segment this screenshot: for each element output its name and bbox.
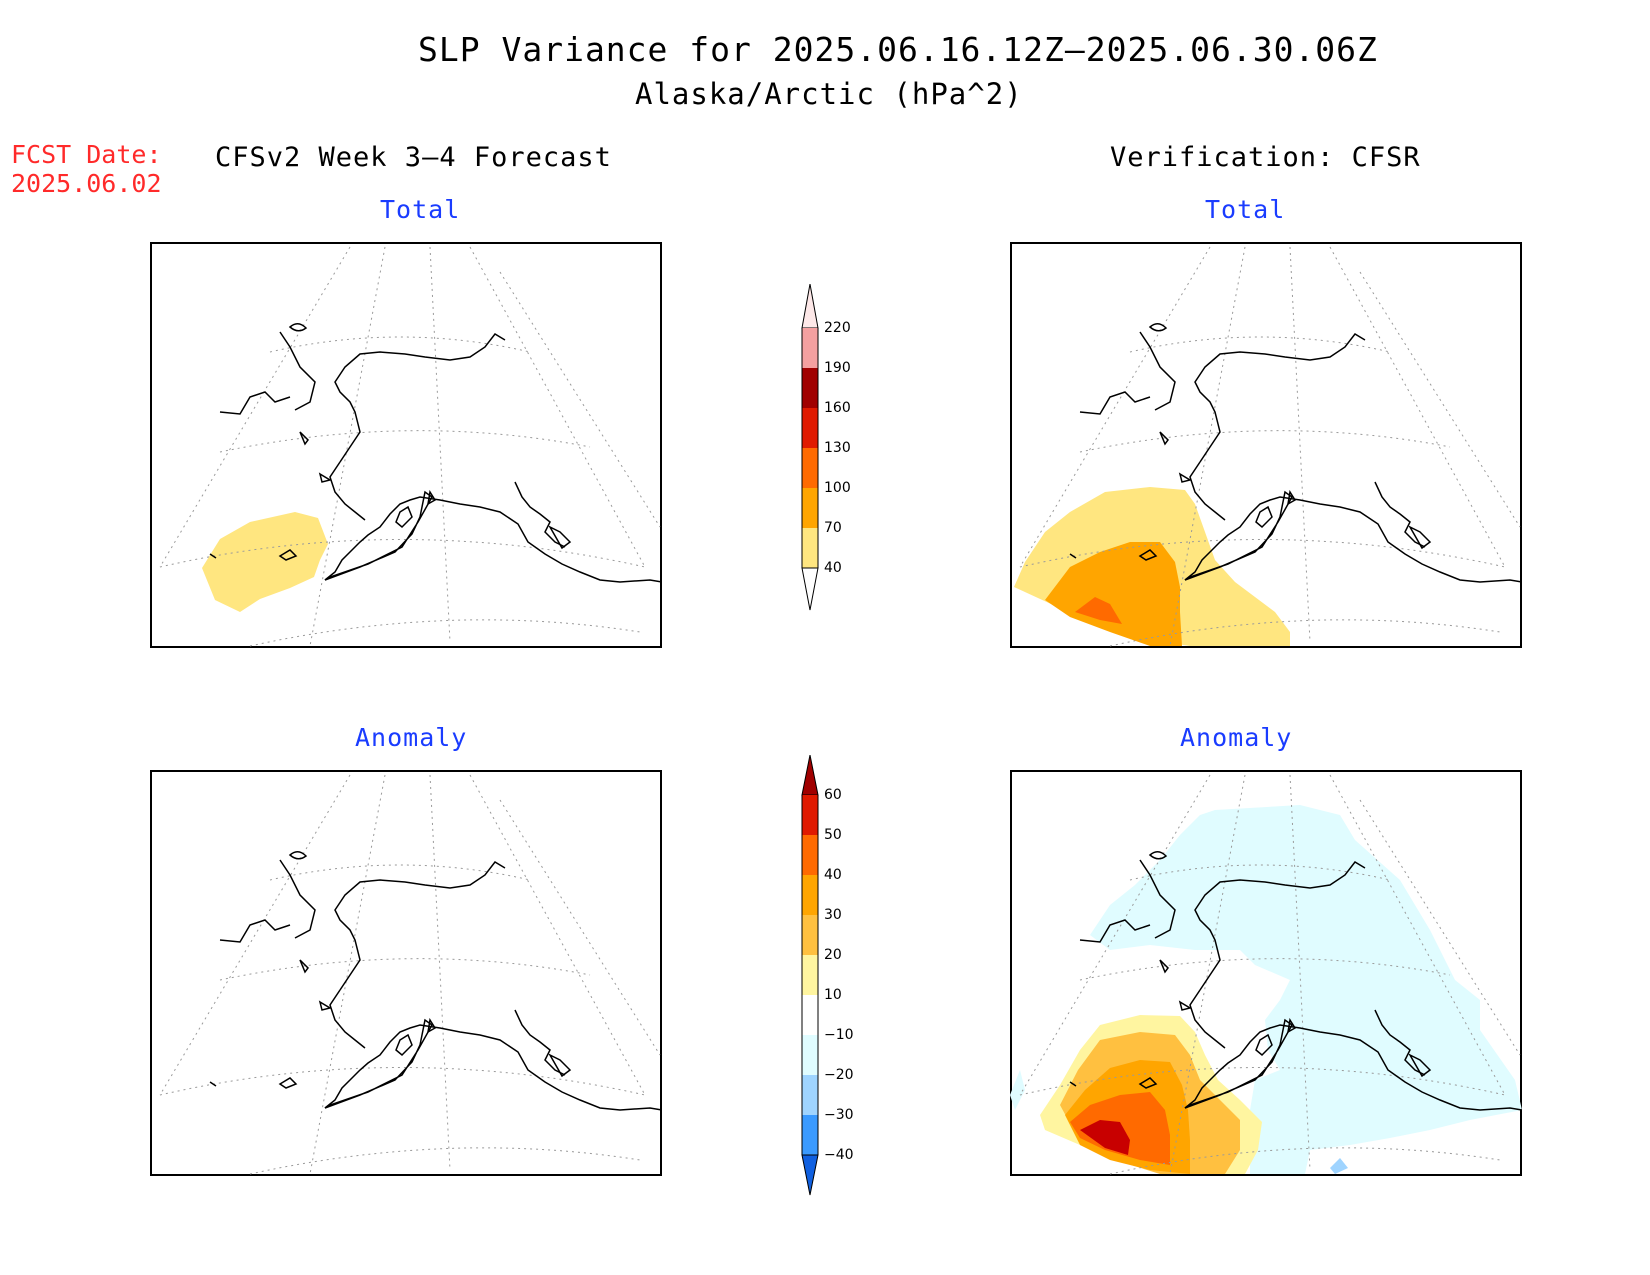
colorbar-anomaly-bottom-triangle [801,1154,819,1196]
colorbar-anomaly-label: 10 [824,987,842,1003]
colorbar-total-top-triangle [801,284,819,329]
page-subtitle: Alaska/Arctic (hPa^2) [635,77,1023,111]
colorbar-anomaly-label: −10 [824,1027,854,1043]
map-forecast-anomaly [150,770,662,1176]
colorbar-total-label: 100 [824,480,851,496]
colorbar-total-swatch [802,368,818,408]
colorbar-anomaly-swatch [802,955,818,995]
colorbar-anomaly-swatch [802,1035,818,1075]
panel-label-forecast-anomaly: Anomaly [355,723,468,752]
colorbar-anomaly-label: −30 [824,1107,854,1123]
colorbar-total-label: 40 [824,560,842,576]
colorbar-total: 220 190 160 130 100 70 40 [800,284,880,614]
colorbar-anomaly-swatch [802,795,818,835]
colorbar-anomaly-label: 60 [824,787,842,803]
panel-label-forecast-total: Total [380,195,461,224]
page-title: SLP Variance for 2025.06.16.12Z–2025.06.… [418,30,1378,69]
colorbar-anomaly-swatch [802,915,818,955]
colorbar-total-label: 130 [824,440,851,456]
panel-label-verification-anomaly: Anomaly [1180,723,1293,752]
colorbar-anomaly-swatch [802,1115,818,1155]
colorbar-anomaly-label: −40 [824,1147,854,1163]
map-forecast-total [150,242,662,648]
colorbar-anomaly-swatches [801,755,819,1196]
colorbar-total-swatch [802,488,818,528]
colorbar-anomaly-top-triangle [801,755,819,796]
colorbar-total-swatches [801,284,819,611]
colorbar-total-label: 190 [824,360,851,376]
map-verification-total [1010,242,1522,648]
fcst-date-value: 2025.06.02 [11,169,162,198]
panel-label-verification-total: Total [1205,195,1286,224]
colorbar-anomaly-swatch [802,1075,818,1115]
map-verification-anomaly [1010,770,1522,1176]
colorbar-total-label: 160 [824,400,851,416]
colorbar-anomaly-label: 20 [824,947,842,963]
column-title-forecast: CFSv2 Week 3–4 Forecast [215,142,612,173]
fcst-date-label: FCST Date: [11,140,162,169]
colorbar-anomaly-swatch [802,995,818,1035]
colorbar-total-swatch [802,528,818,568]
colorbar-total-label: 220 [824,320,851,336]
colorbar-anomaly-label: 40 [824,867,842,883]
colorbar-total-swatch [802,448,818,488]
colorbar-anomaly-swatch [802,835,818,875]
colorbar-total-swatch [802,328,818,368]
colorbar-total-bottom-triangle [801,567,819,611]
colorbar-total-label: 70 [824,520,842,536]
colorbar-anomaly: 60 50 40 30 20 10 −10 −20 −30 −40 [800,755,880,1205]
colorbar-anomaly-swatch [802,875,818,915]
column-title-verification: Verification: CFSR [1110,142,1421,173]
colorbar-anomaly-label: 50 [824,827,842,843]
colorbar-anomaly-label: 30 [824,907,842,923]
colorbar-total-swatch [802,408,818,448]
colorbar-anomaly-label: −20 [824,1067,854,1083]
